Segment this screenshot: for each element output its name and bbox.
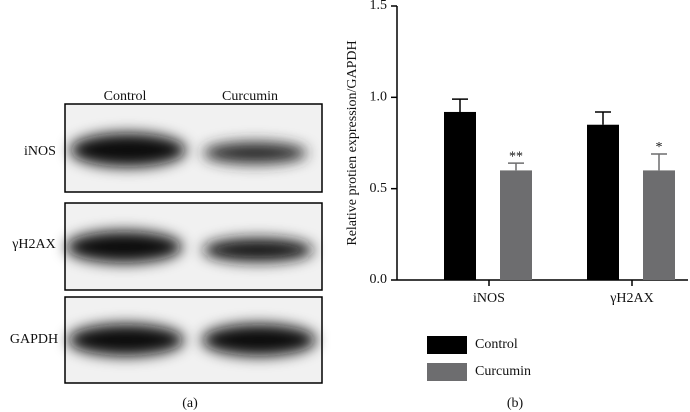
- band: [203, 238, 313, 262]
- legend-swatch: [427, 336, 467, 354]
- significance-label: *: [656, 140, 663, 155]
- lane-label: Curcumin: [222, 89, 278, 104]
- error-bar: [595, 111, 611, 125]
- panel-label: (b): [507, 396, 524, 411]
- panel-label: (a): [182, 396, 198, 411]
- y-tick-label: 0.0: [370, 272, 388, 287]
- bar: [643, 170, 675, 280]
- error-bar: [508, 162, 524, 171]
- error-bar: [452, 98, 468, 112]
- row-label: GAPDH: [10, 332, 58, 347]
- band: [203, 142, 307, 164]
- x-tick-label: iNOS: [473, 291, 505, 306]
- y-tick-label: 1.5: [370, 0, 388, 13]
- significance-label: **: [509, 149, 523, 164]
- legend-swatch: [427, 363, 467, 381]
- error-bar: [651, 153, 667, 171]
- bar-chart: (b) Relative protien expression/GAPDH 0.…: [345, 0, 688, 411]
- bar: [587, 124, 619, 280]
- bar: [500, 170, 532, 280]
- x-tick-label: γH2AX: [609, 291, 654, 306]
- y-axis-label: Relative protien expression/GAPDH: [345, 40, 360, 245]
- legend-label: Curcumin: [475, 364, 531, 379]
- western-blot: Control Curcumin iNOS γH2AX GAPDH (a): [10, 89, 323, 411]
- legend-label: Control: [475, 337, 518, 352]
- band: [202, 324, 316, 356]
- row-label: iNOS: [24, 144, 56, 159]
- bar: [444, 111, 476, 281]
- row-label: γH2AX: [11, 237, 56, 252]
- y-tick-label: 1.0: [370, 90, 388, 105]
- band: [68, 324, 184, 356]
- band: [70, 133, 186, 167]
- y-tick-label: 0.5: [370, 181, 388, 196]
- lane-label: Control: [104, 89, 147, 104]
- band: [66, 231, 182, 263]
